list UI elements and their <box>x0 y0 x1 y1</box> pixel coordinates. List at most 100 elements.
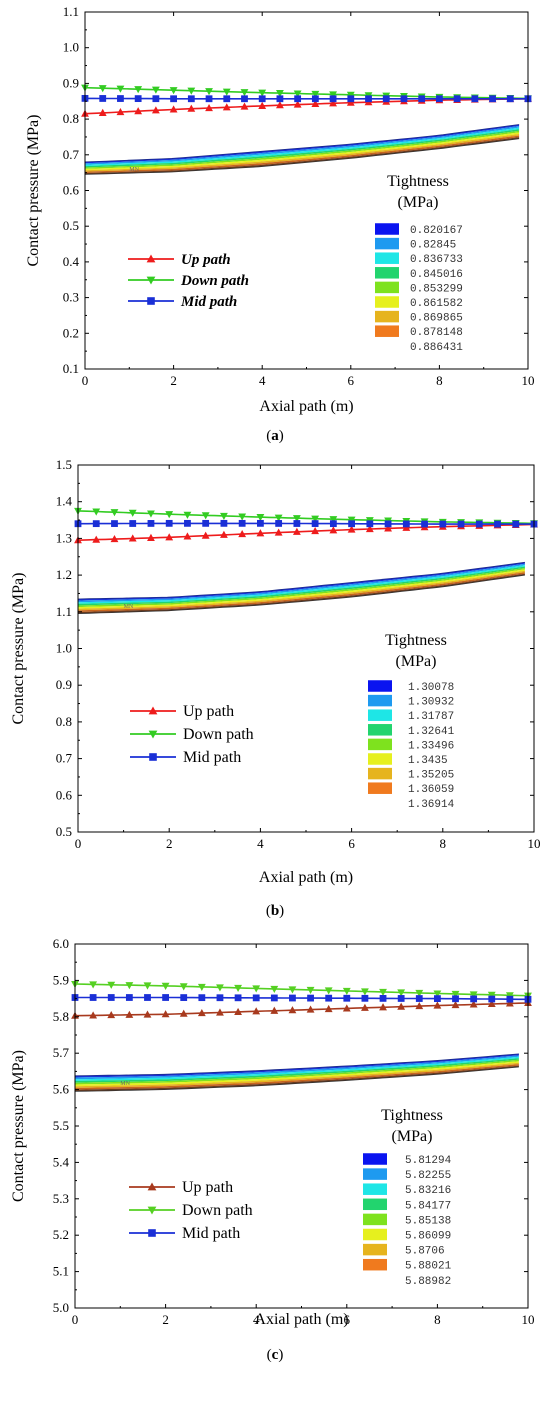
series-marker <box>488 995 496 1003</box>
colorbar-label: 0.869865 <box>410 313 463 325</box>
y-tick-label: 1.5 <box>56 457 72 472</box>
y-tick-label: 0.8 <box>56 714 72 729</box>
series-marker <box>342 987 351 996</box>
contour-band: MN <box>84 124 520 175</box>
band-top-edge <box>74 1053 519 1077</box>
chart-panel-a: MN 0.1 0.2 0.3 0.4 0.5 0.6 0.7 0.8 0.9 1.0 1.1 0 2 4 6 8… <box>25 4 535 444</box>
series-marker <box>234 1007 242 1015</box>
legend-label: Mid path <box>183 749 241 766</box>
series-marker <box>361 1003 369 1011</box>
series-marker <box>99 95 107 102</box>
series-marker <box>347 516 356 524</box>
series-marker <box>169 87 178 95</box>
band-bottom-edge <box>84 138 520 175</box>
plot-frame <box>77 464 535 833</box>
legend-marker <box>148 730 158 739</box>
series-marker <box>306 1005 315 1013</box>
colorbar-label: 1.31787 <box>408 711 454 723</box>
legend-item-up-path: Up path <box>130 703 234 720</box>
series-marker <box>512 520 520 528</box>
band-top-edge <box>77 561 525 600</box>
y-tick-label: 0.2 <box>63 325 79 340</box>
x-axis-label: Axial path (m) <box>259 398 353 415</box>
contour-band: MN <box>74 1053 519 1092</box>
colorbar-label: 5.8706 <box>405 1246 445 1258</box>
band-stripe-4 <box>75 1058 519 1083</box>
series-marker <box>469 991 478 999</box>
series-marker <box>347 95 355 103</box>
series-marker <box>361 994 369 1002</box>
series-marker <box>147 533 155 541</box>
series-marker <box>258 95 266 103</box>
series-marker <box>92 520 100 528</box>
colorbar-label: 0.861582 <box>410 298 463 310</box>
series-marker <box>329 91 337 99</box>
series-marker <box>220 512 228 521</box>
band-top-edge <box>84 124 520 163</box>
colorbar-label: 5.84177 <box>405 1200 451 1212</box>
series-marker <box>434 995 441 1002</box>
series-marker <box>205 88 213 96</box>
panel-caption: (c) <box>267 1347 284 1363</box>
y-tick-label: 0.5 <box>63 218 79 233</box>
colorbar-label: 0.82845 <box>410 240 456 252</box>
colorbar: Tightness (MPa) 1.30078 1.30932 1.31787 1.326… <box>368 632 455 811</box>
colorbar-label: 1.35205 <box>408 770 454 782</box>
series-marker <box>216 984 224 992</box>
series-marker <box>402 520 410 528</box>
colorbar: Tightness (MPa) 0.820167 0.82845 0.836733 0.8… <box>375 173 463 354</box>
series-marker <box>197 1009 206 1017</box>
series-marker <box>198 994 206 1002</box>
series-marker <box>220 530 228 538</box>
colorbar-label: 5.81294 <box>405 1155 452 1167</box>
series-marker <box>222 103 231 111</box>
y-tick-label: 1.0 <box>56 641 72 656</box>
series-marker <box>329 99 337 107</box>
legend: Up path Down path Mid path <box>128 252 249 310</box>
series-marker <box>436 95 443 103</box>
series-mid-path <box>71 994 532 1003</box>
legend-item-down-path: Down path <box>129 1202 253 1219</box>
series-marker <box>92 508 101 516</box>
series-marker <box>365 524 374 533</box>
series-marker <box>134 95 142 103</box>
series-marker <box>288 986 297 994</box>
colorbar-swatch <box>375 252 399 264</box>
colorbar-swatch <box>368 767 392 780</box>
y-axis: 0.1 0.2 0.3 0.4 0.5 0.6 0.7 0.8 0.9 1.0 1.1 <box>63 4 528 376</box>
x-tick-label: 2 <box>166 836 173 851</box>
series-marker <box>252 985 261 993</box>
y-tick-label: 5.2 <box>53 1227 69 1242</box>
series-marker <box>453 95 461 103</box>
colorbar-label: 1.30078 <box>408 682 454 694</box>
series-marker <box>451 990 460 999</box>
series-marker <box>361 988 369 996</box>
colorbar-title: Tightness <box>387 173 449 190</box>
band-stripe-5 <box>75 1059 519 1085</box>
colorbar-swatch <box>368 680 392 692</box>
series-marker <box>128 534 137 542</box>
y-tick-label: 5.8 <box>53 1009 69 1024</box>
series-marker <box>311 99 320 108</box>
series-marker <box>144 994 151 1001</box>
series-marker <box>116 107 125 116</box>
series-marker <box>397 989 406 997</box>
x-tick-label: 8 <box>440 836 447 851</box>
series-marker <box>129 520 137 527</box>
series-line <box>74 1002 529 1017</box>
y-tick-label: 0.4 <box>63 254 80 269</box>
colorbar-swatch <box>375 237 399 250</box>
series-marker <box>379 988 387 997</box>
legend-item-up-path: Up path <box>128 252 231 268</box>
series-marker <box>307 994 314 1002</box>
legend-item-down-path: Down path <box>128 273 249 289</box>
series-marker <box>89 981 98 989</box>
series-marker <box>384 524 392 532</box>
legend-label: Up path <box>183 703 234 720</box>
x-tick-label: 8 <box>436 373 443 388</box>
colorbar-label: 1.36914 <box>408 799 455 811</box>
x-tick-label: 0 <box>72 1312 79 1327</box>
series-marker <box>165 533 174 541</box>
series-marker <box>276 90 284 98</box>
